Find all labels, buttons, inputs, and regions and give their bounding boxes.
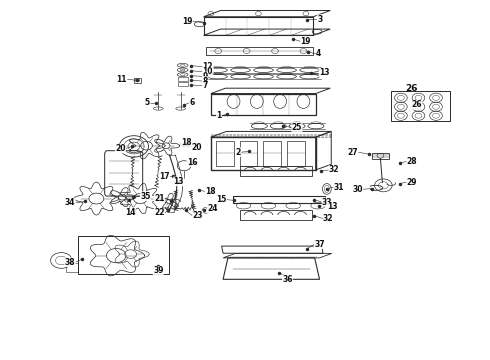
Bar: [240, 166, 312, 176]
Text: 19: 19: [182, 17, 193, 26]
Text: 17: 17: [159, 172, 170, 181]
Text: 11: 11: [117, 75, 127, 84]
Bar: [216, 141, 234, 166]
Text: 13: 13: [319, 68, 330, 77]
Text: 3: 3: [317, 15, 322, 24]
Bar: [134, 78, 141, 83]
Text: 6: 6: [190, 98, 195, 107]
Text: 34: 34: [65, 198, 75, 207]
Text: 10: 10: [202, 67, 213, 76]
Text: 1: 1: [217, 111, 221, 120]
Text: 26: 26: [412, 100, 422, 109]
Bar: [206, 47, 313, 55]
Text: 9: 9: [202, 72, 208, 81]
Bar: [287, 141, 305, 166]
Bar: [240, 141, 257, 166]
Text: 32: 32: [329, 166, 339, 175]
Bar: [372, 153, 389, 158]
Text: 16: 16: [187, 158, 197, 167]
Bar: [240, 210, 312, 220]
Text: 8: 8: [202, 77, 208, 86]
Text: 12: 12: [202, 62, 213, 71]
Text: 29: 29: [407, 177, 417, 186]
Bar: [78, 236, 169, 274]
Text: 15: 15: [216, 195, 226, 204]
Text: 31: 31: [334, 183, 344, 192]
Text: 13: 13: [173, 177, 184, 186]
Text: 24: 24: [207, 204, 218, 213]
Text: 21: 21: [154, 194, 165, 203]
Text: 27: 27: [347, 148, 358, 157]
Bar: [178, 82, 188, 86]
Text: 25: 25: [292, 123, 302, 132]
Text: 37: 37: [314, 240, 325, 249]
Text: 32: 32: [323, 214, 334, 223]
Text: 22: 22: [154, 208, 165, 217]
Text: 36: 36: [282, 275, 293, 284]
Text: 35: 35: [140, 192, 150, 201]
Text: 14: 14: [125, 208, 135, 217]
Bar: [391, 91, 450, 121]
Text: 20: 20: [192, 143, 202, 152]
Text: 23: 23: [193, 211, 203, 220]
Text: 30: 30: [352, 185, 363, 194]
Text: 28: 28: [407, 157, 417, 166]
Text: 18: 18: [205, 187, 216, 196]
Text: 26: 26: [405, 84, 418, 93]
Text: 2: 2: [236, 148, 241, 157]
Bar: [178, 77, 188, 81]
Text: 33: 33: [322, 198, 333, 207]
Text: 18: 18: [181, 138, 191, 147]
Text: 13: 13: [327, 202, 337, 211]
Text: 38: 38: [65, 258, 75, 267]
Bar: [263, 141, 281, 166]
Text: 20: 20: [115, 144, 125, 153]
Text: 4: 4: [316, 49, 321, 58]
Text: 5: 5: [145, 98, 150, 107]
Text: 39: 39: [153, 266, 164, 275]
Text: 7: 7: [202, 81, 208, 90]
Text: 19: 19: [300, 37, 311, 46]
